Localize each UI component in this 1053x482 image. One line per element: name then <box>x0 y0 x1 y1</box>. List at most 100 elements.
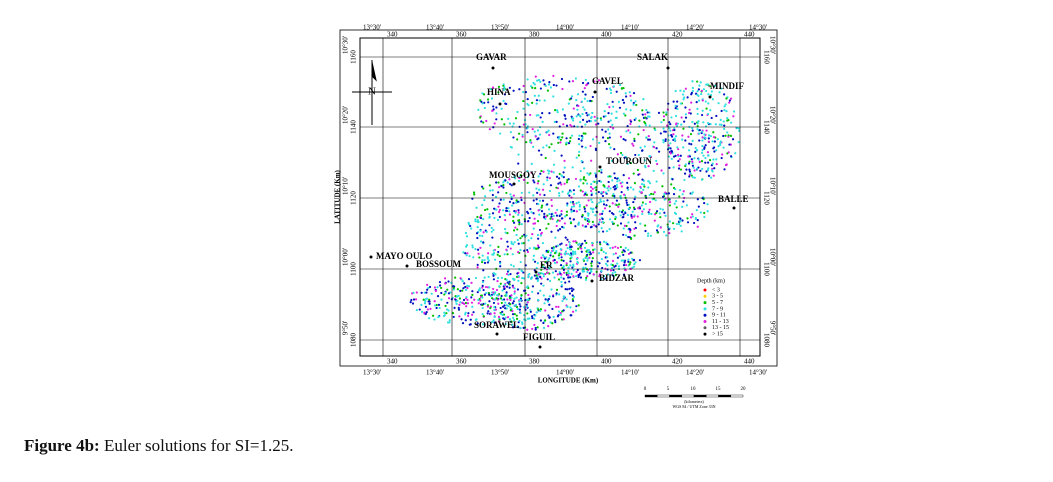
euler-solution <box>555 305 558 308</box>
euler-solution <box>611 246 614 249</box>
euler-solution <box>586 274 589 278</box>
euler-solution <box>613 265 616 268</box>
euler-solution <box>579 179 582 182</box>
euler-solution <box>532 194 535 197</box>
euler-solution <box>584 123 587 126</box>
euler-solution <box>695 208 698 212</box>
euler-solution <box>492 293 496 296</box>
euler-solution <box>458 303 461 306</box>
euler-solution <box>566 288 569 291</box>
euler-solution <box>659 226 662 229</box>
euler-solution <box>706 122 710 125</box>
euler-solution <box>601 230 605 233</box>
euler-solution <box>497 250 500 254</box>
euler-solution <box>715 163 718 166</box>
euler-solution <box>595 192 598 195</box>
euler-solution <box>539 116 542 119</box>
euler-solution <box>704 161 707 164</box>
town-marker <box>708 95 712 99</box>
euler-solution <box>643 159 646 162</box>
euler-solution <box>498 210 501 214</box>
euler-solution <box>689 112 692 115</box>
euler-solution <box>721 153 724 156</box>
euler-solution <box>480 223 484 226</box>
euler-solution <box>703 133 706 136</box>
euler-solution <box>611 271 614 275</box>
euler-solution <box>561 136 564 139</box>
euler-solution <box>497 91 500 94</box>
euler-solution <box>587 199 590 202</box>
euler-solution <box>628 91 631 94</box>
scale-segment <box>657 394 670 398</box>
euler-solution <box>504 231 507 234</box>
euler-solution <box>584 93 587 96</box>
euler-solution <box>546 278 549 281</box>
euler-solution <box>512 229 516 232</box>
euler-solution <box>611 220 614 224</box>
euler-solution <box>444 291 447 294</box>
euler-solution <box>557 182 560 185</box>
euler-solution <box>586 257 589 260</box>
euler-solution <box>535 198 538 201</box>
euler-solution <box>716 138 719 141</box>
euler-solution <box>605 87 608 90</box>
euler-solution <box>424 300 427 303</box>
euler-solution <box>461 301 464 304</box>
euler-solution <box>438 306 441 310</box>
euler-solution <box>603 184 606 188</box>
euler-solution <box>582 177 585 181</box>
euler-solution <box>548 295 551 298</box>
euler-solution <box>718 123 721 126</box>
euler-solution <box>686 96 689 99</box>
euler-solution <box>444 304 447 308</box>
euler-solution <box>705 89 708 93</box>
euler-solution <box>609 119 612 122</box>
euler-solution <box>722 120 725 123</box>
euler-solution <box>684 116 688 119</box>
euler-solution <box>647 186 650 189</box>
euler-solution <box>586 212 589 215</box>
euler-solution <box>686 221 690 224</box>
euler-solution <box>719 118 722 121</box>
euler-solution <box>633 227 636 230</box>
km-tick-label: 1140 <box>762 120 770 134</box>
euler-solution <box>703 215 706 219</box>
euler-solution <box>673 128 676 132</box>
euler-solution <box>585 276 588 280</box>
euler-solution <box>538 133 542 136</box>
euler-solution <box>718 91 721 94</box>
euler-solution <box>592 180 595 183</box>
euler-solution <box>559 248 562 251</box>
euler-solution <box>490 226 493 230</box>
euler-solution <box>619 83 622 87</box>
euler-solution <box>545 144 548 147</box>
euler-solution <box>509 308 512 312</box>
euler-solution <box>562 266 565 269</box>
euler-solution <box>633 182 637 185</box>
euler-solution <box>544 319 547 322</box>
euler-solution <box>626 186 629 189</box>
euler-solution <box>499 262 502 265</box>
euler-solution <box>500 276 503 279</box>
euler-solution <box>655 229 659 232</box>
euler-solution <box>511 323 514 326</box>
euler-solution <box>516 238 519 242</box>
euler-solution <box>492 291 495 294</box>
euler-solution <box>591 187 594 190</box>
euler-solution <box>691 89 695 93</box>
euler-solution <box>553 149 556 152</box>
km-tick-label: 1160 <box>350 50 358 64</box>
euler-solution <box>636 215 639 218</box>
euler-solution <box>583 205 586 209</box>
euler-solution <box>574 252 577 255</box>
euler-solution <box>681 138 684 141</box>
euler-solution <box>597 122 600 125</box>
euler-solution <box>698 84 701 87</box>
euler-solution <box>610 112 613 115</box>
euler-solution <box>726 116 729 120</box>
euler-solution <box>593 224 596 227</box>
euler-solution <box>650 192 653 196</box>
euler-solution <box>530 237 533 240</box>
euler-solution <box>531 86 534 89</box>
euler-solution <box>510 197 513 201</box>
